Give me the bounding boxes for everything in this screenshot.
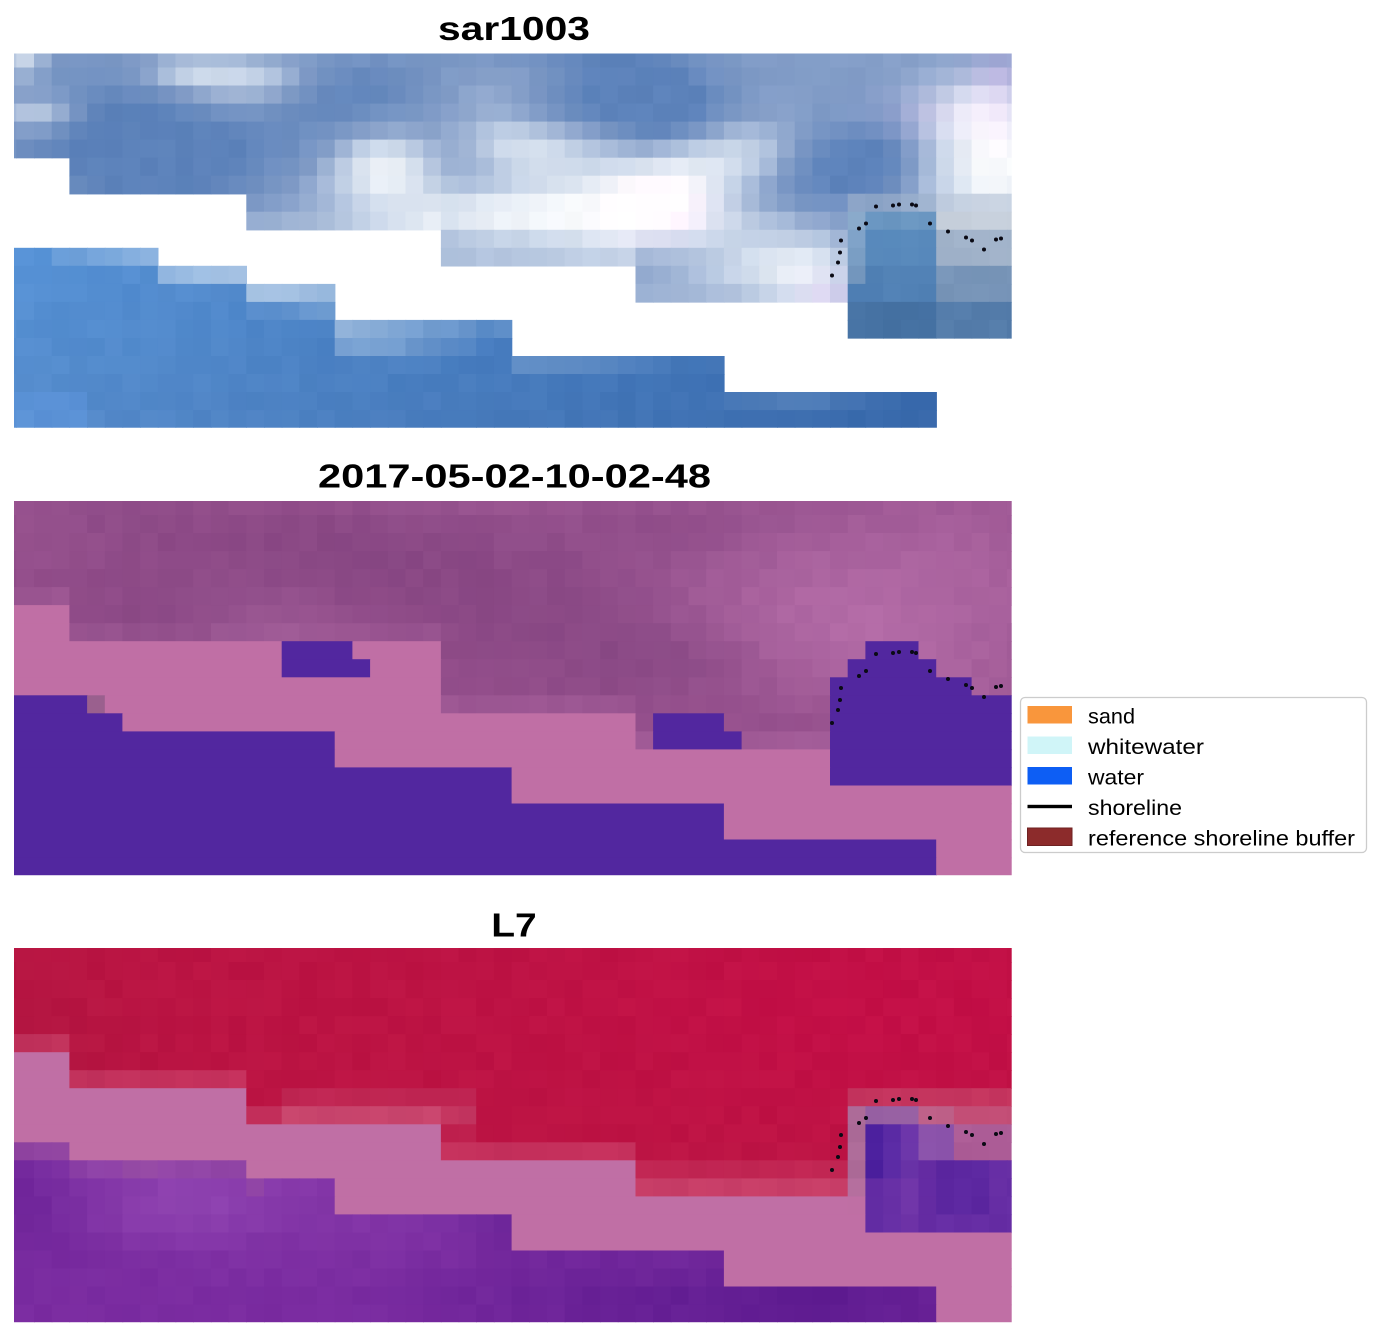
svg-text:sand: sand	[1088, 705, 1135, 728]
svg-text:2017-05-02-10-02-48: 2017-05-02-10-02-48	[318, 459, 711, 496]
svg-text:reference shoreline buffer: reference shoreline buffer	[1088, 827, 1355, 850]
svg-text:sar1003: sar1003	[438, 11, 590, 48]
svg-text:whitewater: whitewater	[1087, 736, 1204, 759]
svg-text:L7: L7	[491, 908, 537, 945]
svg-text:shoreline: shoreline	[1088, 797, 1182, 820]
svg-text:water: water	[1087, 766, 1144, 789]
